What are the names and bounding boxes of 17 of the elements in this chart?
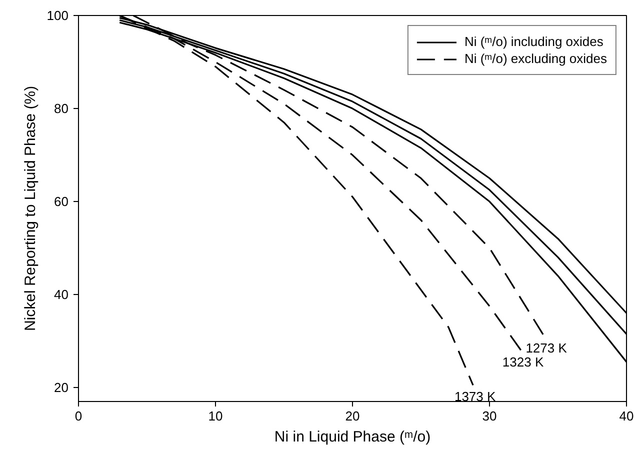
x-tick-label: 20	[345, 408, 360, 424]
y-tick-label: 100	[46, 8, 69, 23]
x-axis-title: Ni in Liquid Phase (ᵐ/o)	[274, 428, 431, 446]
legend-label: Ni (ᵐ/o) including oxides	[464, 34, 604, 49]
y-tick-label: 40	[54, 287, 69, 302]
annotation: 1323 K	[502, 354, 544, 370]
annotation: 1273 K	[526, 340, 568, 356]
y-axis-title: Nickel Reporting to Liquid Phase (%)	[22, 86, 39, 332]
y-tick-label: 80	[54, 101, 69, 116]
x-tick-label: 10	[208, 408, 223, 424]
y-tick-label: 60	[54, 194, 69, 210]
annotation: 1373 K	[454, 389, 496, 404]
y-tick-label: 20	[54, 380, 69, 396]
x-tick-label: 0	[74, 408, 82, 424]
x-tick-label: 30	[482, 408, 497, 424]
legend-label: Ni (ᵐ/o) excluding oxides	[464, 51, 607, 66]
x-tick-label: 40	[619, 408, 634, 424]
